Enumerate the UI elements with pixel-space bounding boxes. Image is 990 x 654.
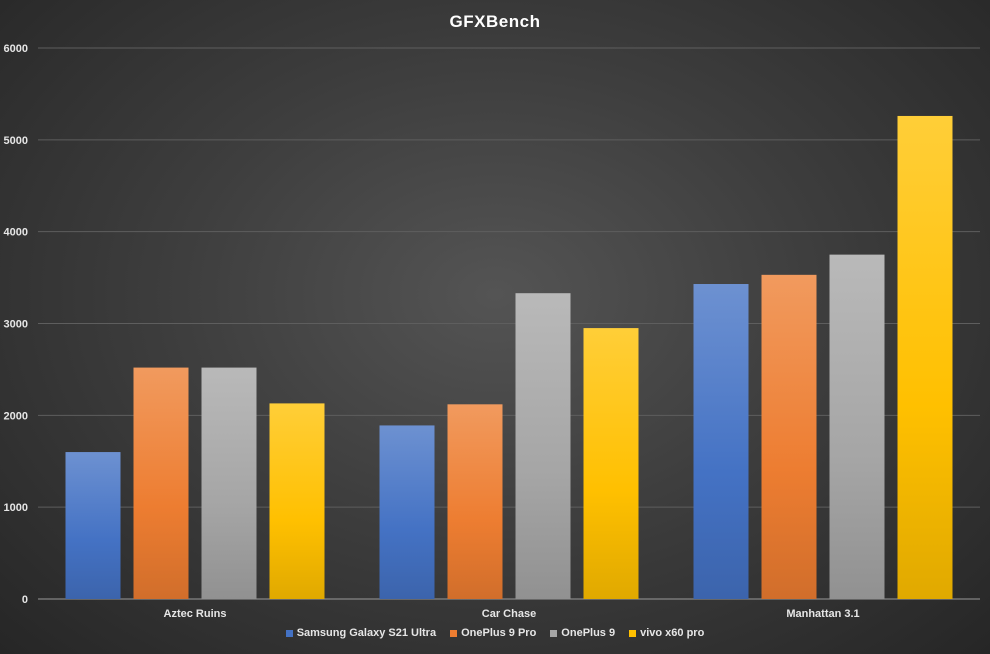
- bar: [761, 274, 817, 599]
- legend-swatch: [285, 629, 293, 637]
- bar: [133, 367, 189, 599]
- gridlines: [38, 47, 980, 600]
- x-tick-label: Car Chase: [482, 608, 536, 620]
- legend-label: OnePlus 9 Pro: [461, 627, 537, 639]
- legend-swatch: [550, 629, 558, 637]
- y-tick-label: 5000: [4, 135, 28, 147]
- legend-item: Samsung Galaxy S21 Ultra: [285, 627, 437, 639]
- bar: [693, 284, 749, 599]
- bar: [515, 293, 571, 599]
- bar: [829, 254, 885, 599]
- bar: [201, 367, 257, 599]
- y-tick-label: 6000: [4, 43, 28, 55]
- bar: [65, 452, 121, 599]
- legend-item: vivo x60 pro: [629, 627, 704, 639]
- y-axis-ticks: 0 1000 2000 3000 4000 5000 6000: [4, 43, 28, 606]
- y-tick-label: 0: [22, 594, 28, 606]
- y-tick-label: 4000: [4, 227, 28, 239]
- y-tick-label: 3000: [4, 319, 28, 331]
- bar: [379, 425, 435, 599]
- x-axis-ticks: Aztec Ruins Car Chase Manhattan 3.1: [164, 608, 860, 620]
- legend: Samsung Galaxy S21 Ultra OnePlus 9 Pro One…: [0, 627, 990, 639]
- x-tick-label: Aztec Ruins: [164, 608, 227, 620]
- bar: [583, 328, 639, 599]
- y-tick-label: 1000: [4, 502, 28, 514]
- bars: [65, 115, 953, 599]
- x-tick-label: Manhattan 3.1: [786, 608, 859, 620]
- bar: [897, 115, 953, 599]
- legend-item: OnePlus 9: [550, 627, 615, 639]
- legend-swatch: [450, 629, 458, 637]
- y-tick-label: 2000: [4, 410, 28, 422]
- legend-label: OnePlus 9: [561, 627, 616, 639]
- bar: [269, 403, 325, 599]
- chart-title: GFXBench: [449, 12, 541, 31]
- legend-label: Samsung Galaxy S21 Ultra: [296, 627, 437, 639]
- legend-swatch: [629, 629, 637, 637]
- bar: [447, 404, 503, 599]
- legend-item: OnePlus 9 Pro: [450, 627, 536, 639]
- legend-label: vivo x60 pro: [640, 627, 705, 639]
